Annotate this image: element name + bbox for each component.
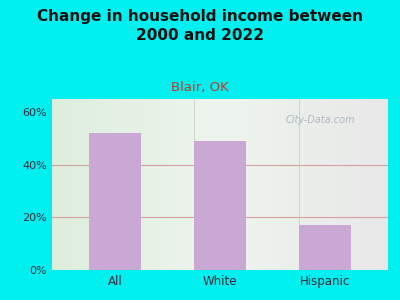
- Bar: [299, 225, 351, 270]
- Bar: [89, 133, 141, 270]
- Text: Blair, OK: Blair, OK: [171, 81, 229, 94]
- Bar: [194, 141, 246, 270]
- Text: Change in household income between
2000 and 2022: Change in household income between 2000 …: [37, 9, 363, 43]
- Text: City-Data.com: City-Data.com: [286, 115, 356, 124]
